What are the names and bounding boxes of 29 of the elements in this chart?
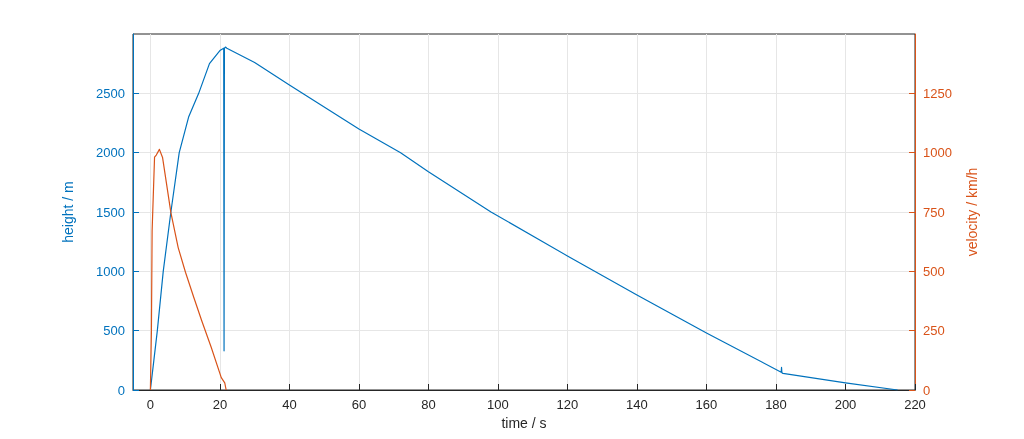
y-tick-label: 0 xyxy=(117,382,125,398)
y2-tick-label: 1000 xyxy=(923,145,952,161)
x-tick-label: 200 xyxy=(834,397,857,412)
x-tick-label: 140 xyxy=(626,397,648,412)
y-tick-label: 1500 xyxy=(96,204,125,220)
x-tick-label: 180 xyxy=(765,397,787,412)
line-series xyxy=(149,46,899,391)
x-tick-label: 40 xyxy=(282,397,297,412)
y-tick-label: 2500 xyxy=(96,85,125,101)
x-tick-label: 220 xyxy=(904,397,926,412)
x-tick-label: 120 xyxy=(556,397,579,412)
y2-tick-label: 500 xyxy=(923,263,945,279)
y-axis-title: height / m xyxy=(60,181,76,243)
x-tick-label: 20 xyxy=(212,397,228,412)
y-tick-label: 1000 xyxy=(96,263,125,279)
y2-axis-title: velocity / km/h xyxy=(964,167,980,257)
x-tick-label: 100 xyxy=(487,397,509,412)
x-tick-label: 160 xyxy=(695,397,718,412)
x-axis-title: time / s xyxy=(501,414,547,431)
line-series xyxy=(149,148,227,391)
x-tick-label: 60 xyxy=(351,397,367,412)
y2-tick-label: 1250 xyxy=(923,85,952,101)
x-tick-label: 80 xyxy=(421,397,436,412)
y2-tick-label: 250 xyxy=(923,323,945,339)
y-tick-label: 500 xyxy=(103,323,125,339)
y2-tick-label: 750 xyxy=(923,204,945,220)
y2-tick-label: 0 xyxy=(923,382,931,398)
x-tick-label: 0 xyxy=(146,397,154,412)
y-tick-label: 2000 xyxy=(96,145,125,161)
